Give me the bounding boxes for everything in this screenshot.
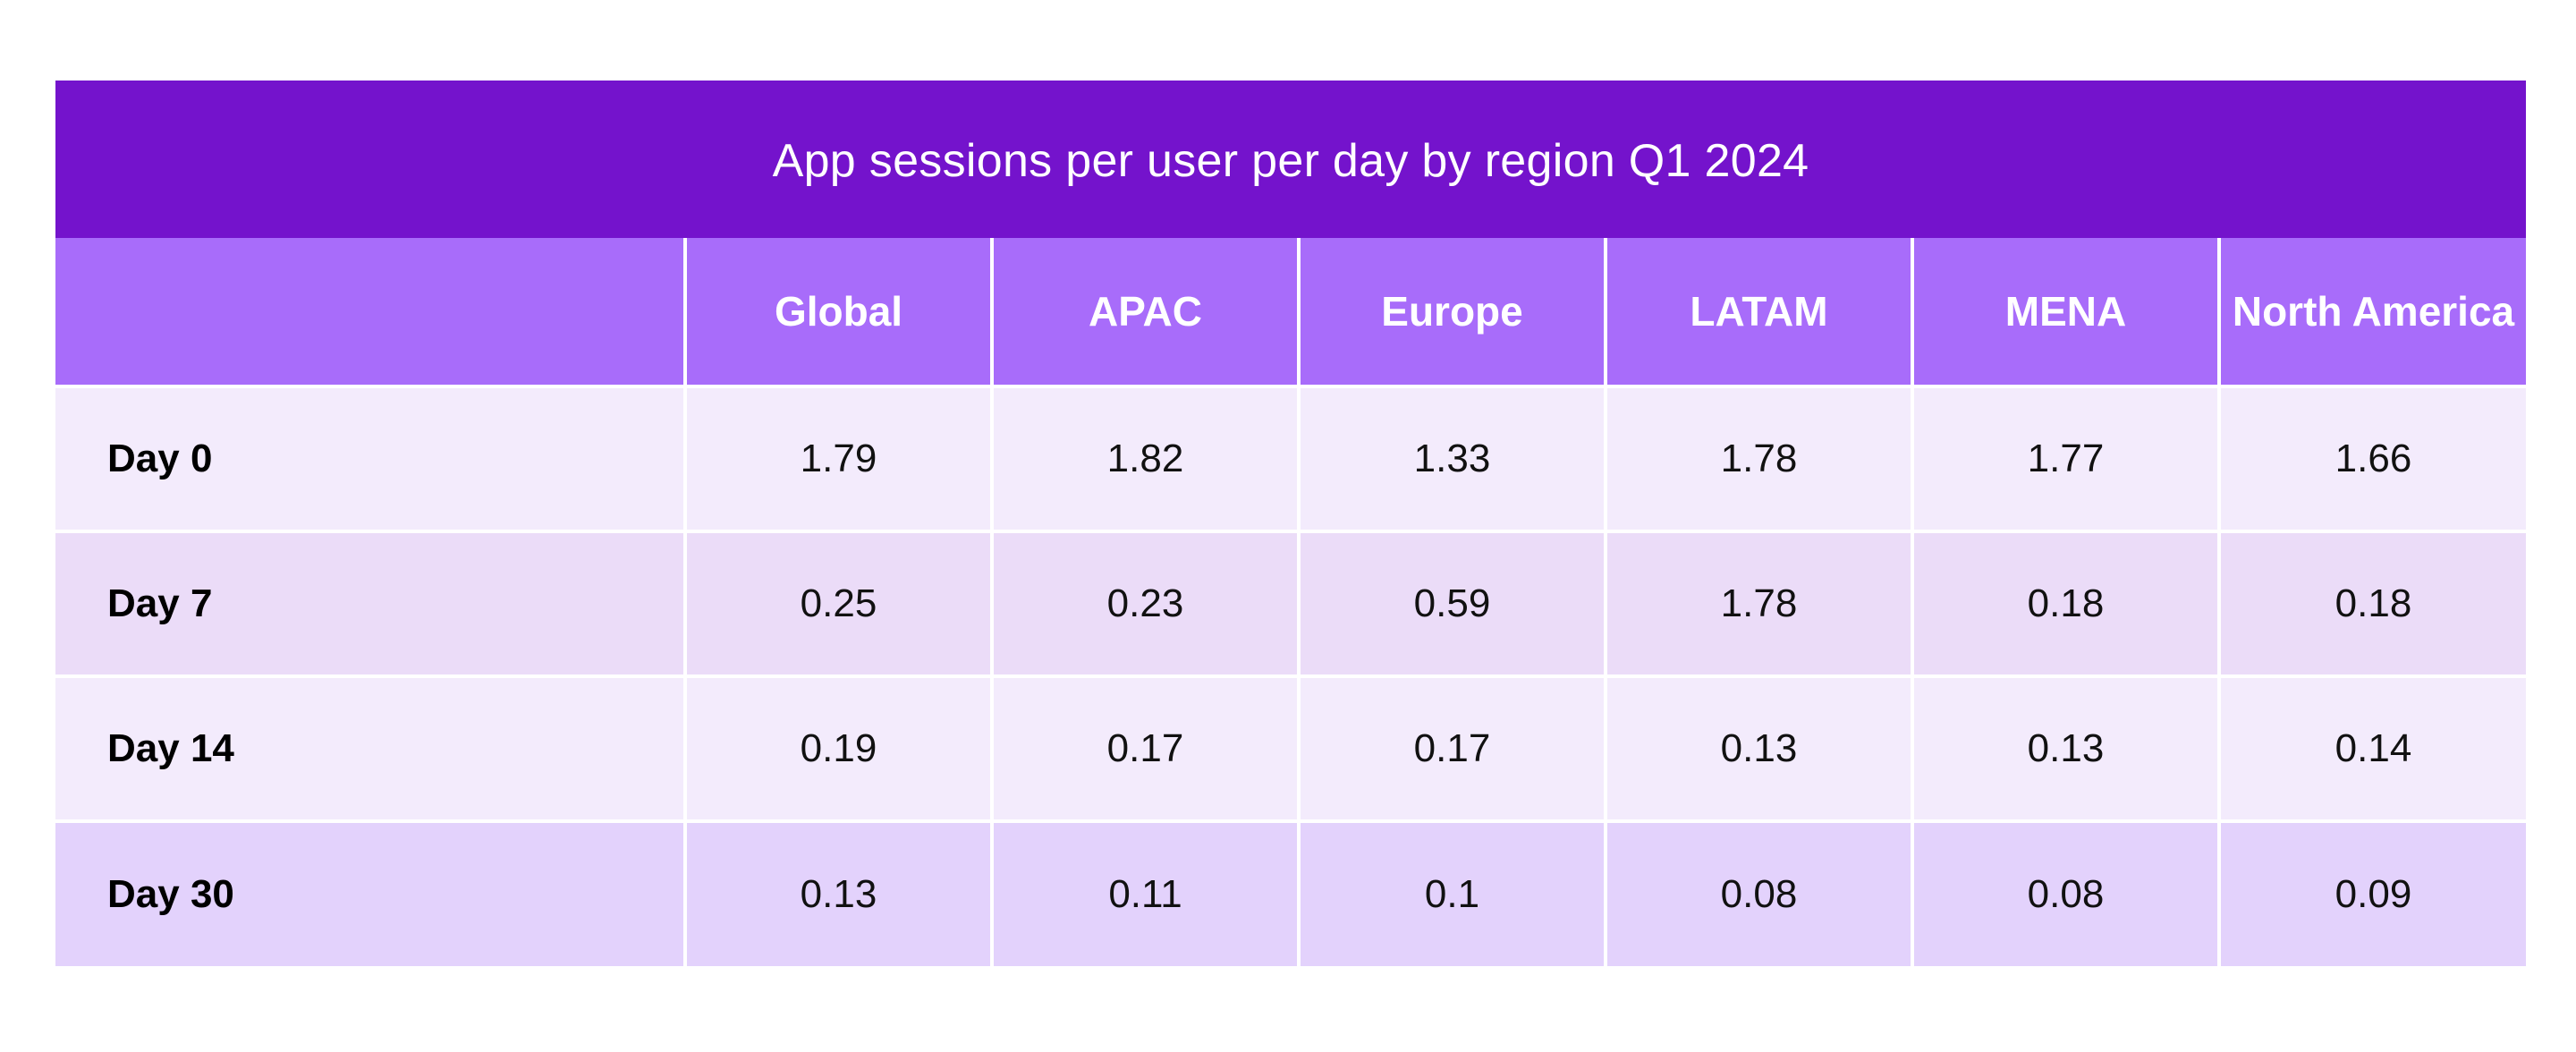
table-cell: 0.23 — [990, 530, 1301, 678]
table-cell: 1.77 — [1911, 385, 2221, 533]
sessions-table: Global APAC Europe LATAM MENA North Amer… — [55, 238, 2526, 966]
table-row: Day 14 0.19 0.17 0.17 0.13 0.13 0.14 — [55, 674, 2526, 823]
table-cell: 1.66 — [2217, 385, 2526, 533]
table-cell: 0.08 — [1911, 819, 2221, 966]
table-cell: 0.59 — [1297, 530, 1607, 678]
table-cell: 1.33 — [1297, 385, 1607, 533]
table-row: Day 0 1.79 1.82 1.33 1.78 1.77 1.66 — [55, 385, 2526, 533]
column-header-latam: LATAM — [1604, 238, 1914, 388]
row-label: Day 14 — [55, 674, 687, 823]
column-header-europe: Europe — [1297, 238, 1607, 388]
table-cell: 0.18 — [2217, 530, 2526, 678]
table-row: Day 30 0.13 0.11 0.1 0.08 0.08 0.09 — [55, 819, 2526, 966]
column-header-empty — [55, 238, 687, 388]
table-cell: 0.13 — [1911, 674, 2221, 823]
table-cell: 0.14 — [2217, 674, 2526, 823]
table-cell: 0.13 — [683, 819, 994, 966]
table-cell: 0.08 — [1604, 819, 1914, 966]
table-cell: 1.82 — [990, 385, 1301, 533]
table-cell: 0.17 — [990, 674, 1301, 823]
column-header-north-america: North America — [2217, 238, 2526, 388]
table-title: App sessions per user per day by region … — [55, 81, 2526, 238]
table-cell: 1.79 — [683, 385, 994, 533]
column-header-global: Global — [683, 238, 994, 388]
column-header-apac: APAC — [990, 238, 1301, 388]
row-label: Day 7 — [55, 530, 687, 678]
table-row: Day 7 0.25 0.23 0.59 1.78 0.18 0.18 — [55, 530, 2526, 678]
table-cell: 0.25 — [683, 530, 994, 678]
table-cell: 0.1 — [1297, 819, 1607, 966]
table-cell: 0.19 — [683, 674, 994, 823]
row-label: Day 30 — [55, 819, 687, 966]
row-label: Day 0 — [55, 385, 687, 533]
table-cell: 0.13 — [1604, 674, 1914, 823]
table-cell: 1.78 — [1604, 385, 1914, 533]
table-cell: 1.78 — [1604, 530, 1914, 678]
header-row: Global APAC Europe LATAM MENA North Amer… — [55, 238, 2526, 388]
table-cell: 0.09 — [2217, 819, 2526, 966]
table-cell: 0.11 — [990, 819, 1301, 966]
table-cell: 0.18 — [1911, 530, 2221, 678]
table-cell: 0.17 — [1297, 674, 1607, 823]
column-header-mena: MENA — [1911, 238, 2221, 388]
data-table: App sessions per user per day by region … — [55, 81, 2526, 966]
